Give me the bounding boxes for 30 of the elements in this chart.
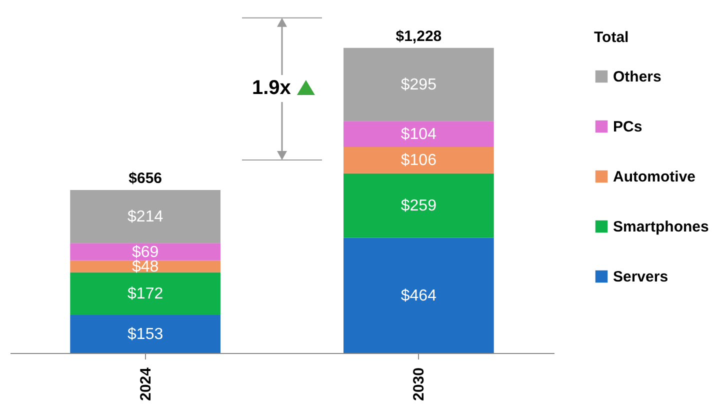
bar (344, 48, 494, 122)
bar (344, 173, 494, 238)
bar (70, 314, 220, 353)
data-label: $153 (128, 326, 164, 343)
bar (344, 147, 494, 174)
x-tick-label: 2024 (137, 366, 154, 401)
bar (70, 260, 220, 272)
legend-label: Others (613, 68, 662, 86)
data-label: $464 (400, 287, 437, 304)
legend-title: Total (594, 29, 629, 46)
total-label: $656 (128, 170, 162, 188)
data-label: $69 (132, 244, 159, 261)
data-label: $295 (400, 76, 437, 94)
x-tick-label: 2030 (410, 368, 428, 401)
total-label: $1,228 (396, 28, 442, 45)
bar (70, 272, 220, 315)
legend-label: Smartphones (613, 218, 709, 236)
data-label: $106 (400, 152, 437, 170)
data-label: $172 (128, 286, 164, 303)
legend-label: PCs (613, 118, 642, 136)
annotation: 1.9x (248, 74, 295, 102)
bar (70, 190, 220, 244)
data-label: $259 (400, 198, 437, 215)
legend-label: Automotive (613, 168, 696, 186)
legend-label: Servers (613, 268, 668, 286)
data-label: $214 (128, 208, 164, 226)
data-label: $48 (132, 258, 159, 276)
bar (344, 121, 494, 148)
data-label: $104 (400, 126, 437, 144)
bar (344, 238, 494, 353)
